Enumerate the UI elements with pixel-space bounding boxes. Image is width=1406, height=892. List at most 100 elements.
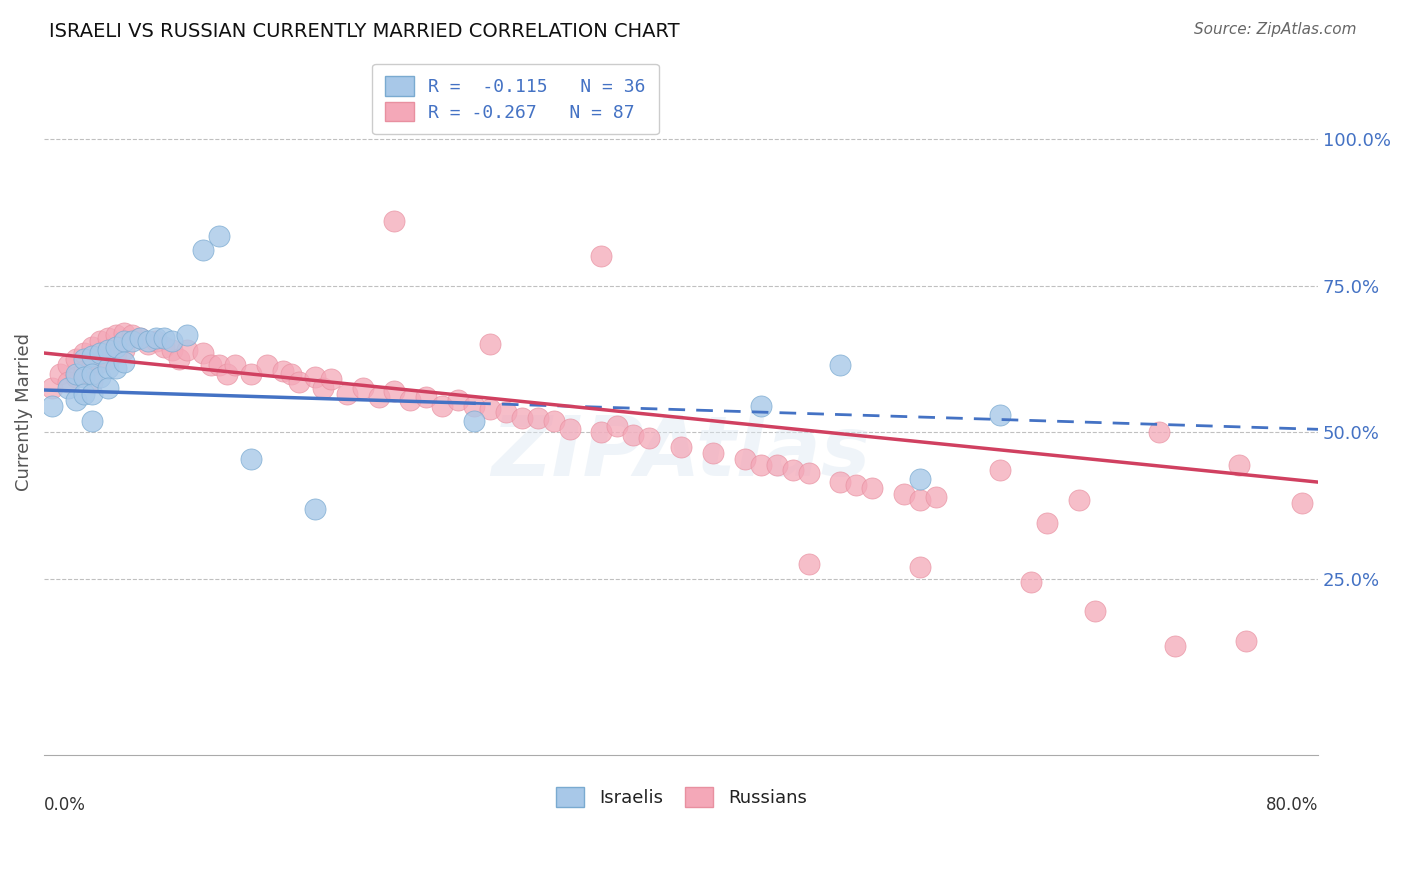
Point — [336, 387, 359, 401]
Point — [89, 355, 111, 369]
Point — [73, 364, 96, 378]
Point — [145, 331, 167, 345]
Point — [669, 440, 692, 454]
Point — [749, 458, 772, 472]
Point — [384, 214, 406, 228]
Point — [176, 343, 198, 358]
Point — [193, 244, 215, 258]
Point — [908, 560, 931, 574]
Point — [73, 351, 96, 366]
Point — [121, 334, 143, 349]
Point — [160, 343, 183, 358]
Point — [860, 481, 883, 495]
Point — [319, 372, 342, 386]
Point — [169, 351, 191, 366]
Point — [384, 384, 406, 399]
Point — [89, 346, 111, 360]
Point — [797, 558, 820, 572]
Point — [217, 367, 239, 381]
Point — [56, 376, 79, 390]
Point — [1147, 425, 1170, 440]
Legend: Israelis, Russians: Israelis, Russians — [548, 780, 814, 814]
Point — [80, 358, 103, 372]
Point — [1236, 633, 1258, 648]
Point — [352, 381, 374, 395]
Point — [41, 399, 63, 413]
Point — [80, 387, 103, 401]
Point — [73, 387, 96, 401]
Point — [367, 390, 389, 404]
Point — [256, 358, 278, 372]
Point — [56, 358, 79, 372]
Point — [925, 490, 948, 504]
Point — [399, 392, 422, 407]
Point — [1164, 640, 1187, 654]
Point — [415, 390, 437, 404]
Point — [73, 369, 96, 384]
Point — [112, 326, 135, 340]
Point — [240, 367, 263, 381]
Point — [80, 367, 103, 381]
Point — [56, 381, 79, 395]
Point — [112, 334, 135, 349]
Point — [893, 487, 915, 501]
Point — [240, 451, 263, 466]
Point — [908, 472, 931, 486]
Point — [176, 328, 198, 343]
Text: ZIPAtlas: ZIPAtlas — [492, 412, 870, 493]
Point — [495, 405, 517, 419]
Point — [304, 369, 326, 384]
Point — [510, 410, 533, 425]
Text: Source: ZipAtlas.com: Source: ZipAtlas.com — [1194, 22, 1357, 37]
Point — [80, 349, 103, 363]
Point — [845, 478, 868, 492]
Point — [136, 337, 159, 351]
Point — [65, 369, 87, 384]
Point — [97, 351, 120, 366]
Point — [97, 331, 120, 345]
Point — [1036, 516, 1059, 531]
Point — [128, 331, 150, 345]
Point — [304, 501, 326, 516]
Point — [152, 340, 174, 354]
Point — [80, 340, 103, 354]
Point — [606, 419, 628, 434]
Point — [1084, 604, 1107, 618]
Point — [463, 413, 485, 427]
Point — [479, 337, 502, 351]
Point — [136, 334, 159, 349]
Point — [591, 249, 613, 263]
Point — [224, 358, 246, 372]
Point — [104, 340, 127, 354]
Point — [638, 431, 661, 445]
Point — [432, 399, 454, 413]
Point — [558, 422, 581, 436]
Point — [1021, 574, 1043, 589]
Point — [128, 331, 150, 345]
Point — [830, 358, 852, 372]
Point — [97, 360, 120, 375]
Point — [271, 364, 294, 378]
Point — [65, 367, 87, 381]
Point — [988, 408, 1011, 422]
Point — [104, 360, 127, 375]
Point — [447, 392, 470, 407]
Point — [765, 458, 787, 472]
Point — [782, 463, 804, 477]
Point — [152, 331, 174, 345]
Point — [49, 367, 72, 381]
Point — [288, 376, 311, 390]
Point — [908, 492, 931, 507]
Point — [543, 413, 565, 427]
Point — [112, 343, 135, 358]
Point — [280, 367, 302, 381]
Point — [527, 410, 550, 425]
Point — [73, 346, 96, 360]
Point — [97, 343, 120, 358]
Point — [112, 355, 135, 369]
Point — [1227, 458, 1250, 472]
Point — [104, 346, 127, 360]
Point — [208, 358, 231, 372]
Point — [830, 475, 852, 489]
Point — [89, 334, 111, 349]
